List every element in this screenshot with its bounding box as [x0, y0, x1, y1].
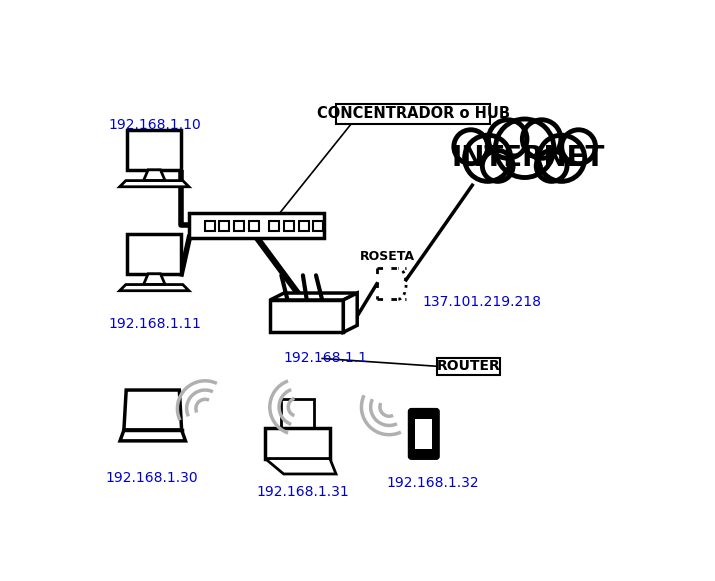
Text: 192.168.1.1: 192.168.1.1: [284, 352, 368, 365]
Text: 192.168.1.10: 192.168.1.10: [108, 118, 201, 132]
Bar: [234, 221, 244, 231]
Polygon shape: [343, 293, 358, 332]
Bar: [415, 419, 433, 449]
Polygon shape: [124, 390, 182, 430]
Bar: [127, 234, 182, 274]
Circle shape: [538, 135, 585, 181]
Bar: [336, 103, 490, 124]
Text: INTERNET: INTERNET: [452, 144, 605, 173]
Bar: [265, 428, 330, 458]
Polygon shape: [119, 181, 189, 187]
Polygon shape: [120, 430, 185, 441]
FancyBboxPatch shape: [409, 409, 438, 458]
Text: CONCENTRADOR o HUB: CONCENTRADOR o HUB: [317, 106, 510, 121]
Bar: [280, 399, 315, 431]
Bar: [299, 221, 309, 231]
Polygon shape: [144, 170, 165, 181]
Polygon shape: [119, 285, 189, 290]
Circle shape: [488, 120, 527, 158]
Text: ROSETA: ROSETA: [360, 250, 415, 263]
Bar: [313, 221, 323, 231]
Circle shape: [536, 150, 567, 181]
Circle shape: [483, 150, 513, 181]
Text: ROUTER: ROUTER: [437, 359, 500, 373]
Text: 192.168.1.32: 192.168.1.32: [386, 476, 479, 490]
Bar: [127, 130, 182, 170]
Bar: [220, 221, 230, 231]
Polygon shape: [144, 274, 165, 285]
Bar: [249, 221, 259, 231]
Bar: [204, 221, 214, 231]
Bar: [270, 221, 280, 231]
Text: 192.168.1.11: 192.168.1.11: [108, 317, 201, 331]
Bar: [270, 300, 343, 332]
Text: 192.168.1.31: 192.168.1.31: [257, 485, 350, 498]
Circle shape: [454, 130, 488, 164]
Circle shape: [561, 130, 596, 164]
Bar: [284, 221, 294, 231]
Text: 137.101.219.218: 137.101.219.218: [423, 295, 541, 309]
Polygon shape: [265, 458, 336, 474]
Polygon shape: [270, 293, 358, 300]
Circle shape: [495, 119, 554, 178]
Circle shape: [465, 135, 511, 181]
Bar: [437, 358, 500, 375]
Circle shape: [523, 120, 561, 158]
Text: 192.168.1.30: 192.168.1.30: [105, 471, 197, 485]
Bar: [189, 213, 324, 238]
